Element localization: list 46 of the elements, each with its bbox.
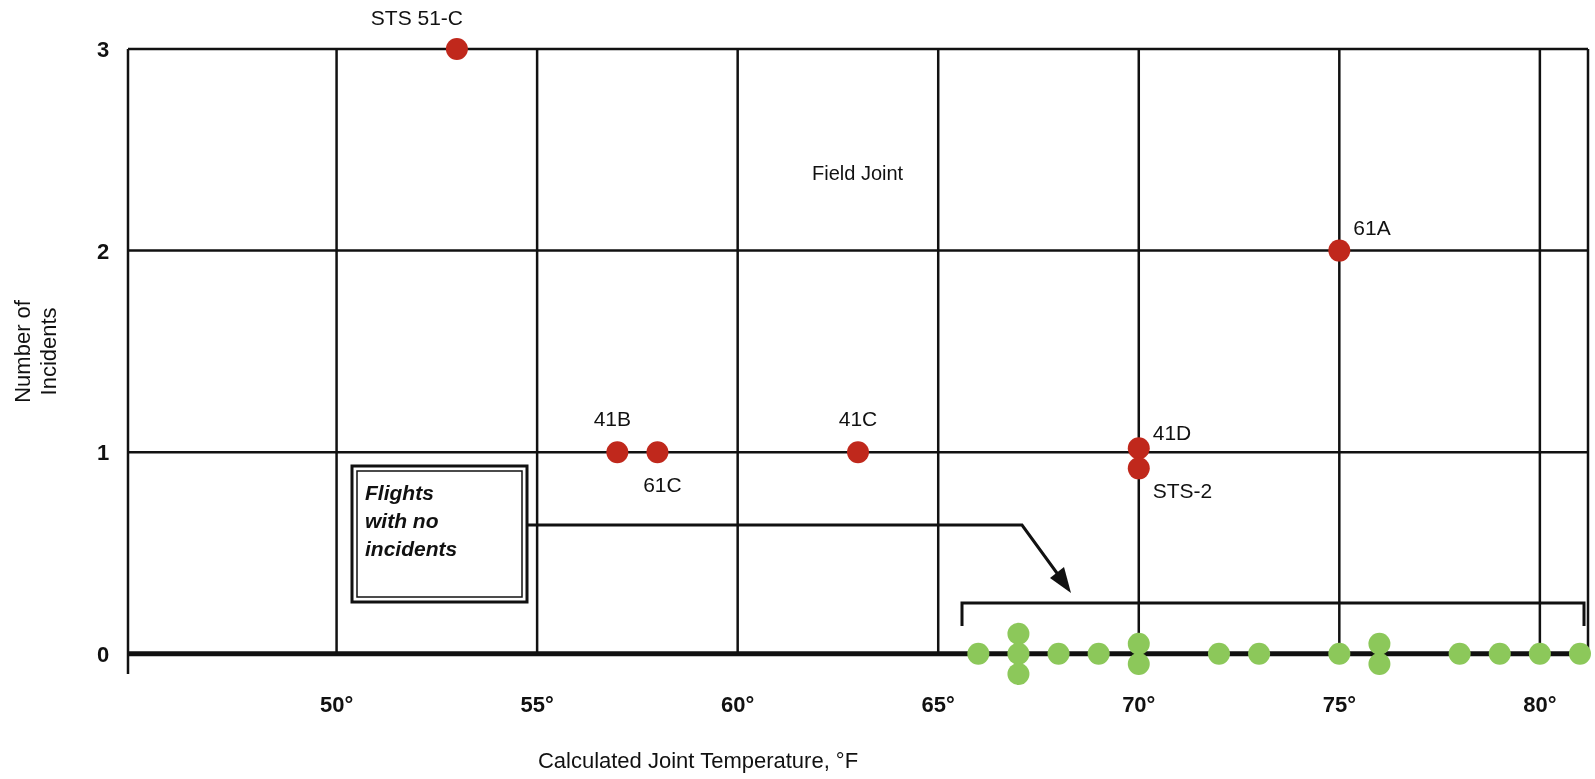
- y-tick-label: 1: [96, 440, 110, 466]
- point: [1207, 642, 1230, 665]
- x-tick-label: 75°: [1322, 692, 1356, 717]
- annotation: 41D: [1152, 421, 1192, 445]
- x-tick-label: 80°: [1523, 692, 1557, 717]
- point: [1007, 663, 1030, 685]
- point: [1448, 642, 1471, 665]
- x-tick-label: 65°: [921, 692, 955, 717]
- point: [1248, 642, 1271, 665]
- x-tick-label: 70°: [1122, 692, 1156, 717]
- point: [1127, 457, 1150, 480]
- point: [1007, 642, 1030, 665]
- annotation: STS 51-C: [370, 6, 463, 29]
- annotation: Field Joint: [812, 162, 904, 184]
- y-tick-label: 3: [96, 37, 110, 62]
- point: [1368, 632, 1391, 655]
- annotation: 61A: [1353, 215, 1391, 239]
- annotation: Flights with no incidents: [365, 481, 458, 560]
- point: [606, 441, 629, 464]
- point: [1528, 642, 1551, 665]
- point: [1328, 239, 1351, 262]
- point: [1007, 622, 1030, 645]
- point: [1488, 642, 1511, 665]
- x-axis-title: Calculated Joint Temperature, °F: [537, 748, 859, 773]
- point: [646, 441, 669, 464]
- annotation: 61C: [643, 473, 682, 497]
- point: [847, 441, 869, 464]
- x-tick-label: 50°: [319, 692, 354, 717]
- point: [1127, 632, 1150, 655]
- point: [967, 642, 990, 665]
- x-tick-label: 60°: [721, 692, 755, 717]
- point: [1087, 642, 1110, 665]
- annotation: 41B: [593, 407, 632, 431]
- point: [1368, 652, 1391, 675]
- point: [1127, 437, 1150, 460]
- point: [1568, 642, 1591, 665]
- annotation: 41C: [838, 407, 878, 431]
- point: [1127, 652, 1150, 675]
- annotation: STS-2: [1152, 479, 1213, 503]
- point: [445, 38, 468, 60]
- y-tick-label: 0: [96, 641, 110, 667]
- point: [1328, 642, 1351, 665]
- y-axis-title: Number of Incidents: [10, 299, 61, 403]
- point: [1047, 642, 1070, 665]
- y-tick-label: 2: [96, 238, 110, 264]
- x-tick-label: 55°: [520, 692, 554, 717]
